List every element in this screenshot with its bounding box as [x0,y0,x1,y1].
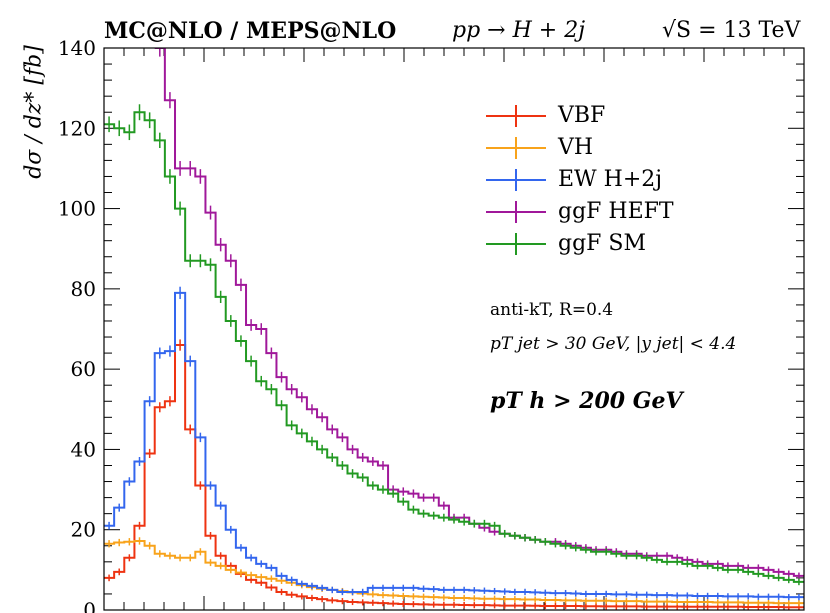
series-line [104,539,804,605]
legend-tick-ggf-heft [515,201,517,223]
legend-label-vbf: VBF [558,103,606,128]
y-tick-label: 60 [71,357,96,381]
series-4 [104,104,804,586]
legend-label-vh: VH [558,135,594,160]
y-tick-label: 40 [71,437,96,461]
legend-tick-ggf-sm [515,233,517,255]
legend-label-ew: EW H+2j [558,167,663,192]
legend-tick-vbf [515,105,517,127]
legend-label-ggf-heft: ggF HEFT [558,199,674,224]
plot-frame [103,47,805,611]
y-tick-label: 20 [71,518,96,542]
legend-label-ggf-sm: ggF SM [558,231,647,256]
higgs-pt-cut-note: pT h > 200 GeV [490,388,683,414]
jet-cut-note: pT jet > 30 GeV, |y jet| < 4.4 [490,334,737,354]
header-energy-label: √S = 13 TeV [662,18,801,43]
y-axis-label: dσ / dz* [fb] [21,45,47,179]
header-generator-label: MC@NLO / MEPS@NLO [104,18,397,44]
legend-tick-vh [515,137,517,159]
series-2 [104,286,804,601]
series-line [104,344,804,609]
y-tick-label: 140 [58,36,96,60]
series-3 [154,48,804,580]
y-tick-label: 0 [83,598,96,613]
series-line [104,291,804,599]
series-line [154,48,804,577]
legend-tick-ew [515,169,517,191]
y-tick-label: 120 [58,116,96,140]
y-tick-label: 100 [58,197,96,221]
series-1 [104,537,804,607]
y-tick-label: 80 [71,277,96,301]
series-line [104,111,804,583]
header-process-label: pp → H + 2j [452,18,586,43]
series-0 [104,339,804,610]
jet-algorithm-note: anti-kT, R=0.4 [490,300,614,320]
